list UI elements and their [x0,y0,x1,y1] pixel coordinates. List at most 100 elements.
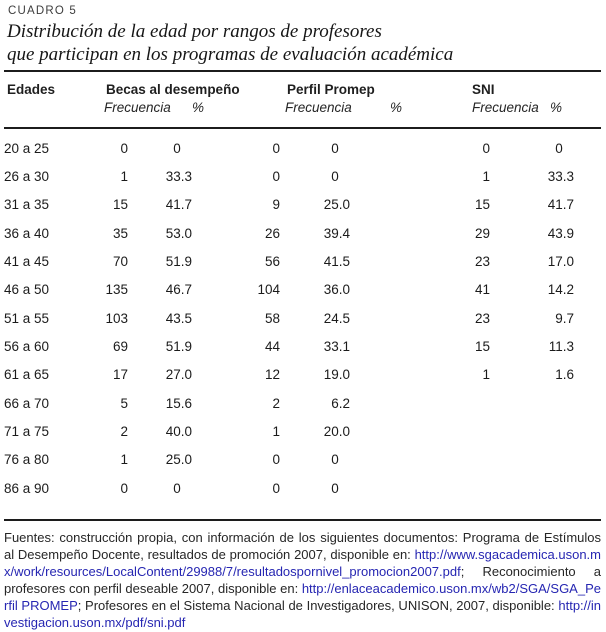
table-title-line2: que participan en los programas de evalu… [7,44,454,65]
link-sgacademica-pdf[interactable]: http://www.sgacademica.uson.mx/work/reso… [4,547,601,580]
cell-sni-frecuencia: 15 [474,339,490,355]
cell-becas-pct: 15.6 [165,395,192,411]
cell-promep-pct: 0 [331,452,350,468]
cell-sni-frecuencia: 29 [474,225,490,241]
table-header: Edades Becas al desempeño Frecuencia % P… [0,72,606,127]
cell-edades: 26 a 30 [4,169,50,185]
cell-sni-frecuencia: 41 [474,282,490,298]
cell-sni-frecuencia: 1 [482,169,490,185]
cell-sni-pct: 0 [555,140,574,156]
sources-text-sni: ; Profesores en el Sistema Nacional de I… [77,598,559,614]
subheader-promep-frecuencia: Frecuencia [285,100,352,115]
table-row: 46 a 50 135 46.7 104 36.0 41 14.2 [4,276,574,304]
link-investigacion-sni-pdf[interactable]: http://investigacion.uson.mx/pdf/sni.pdf [4,598,601,631]
header-rule [4,127,601,129]
table-body: 20 a 25 0 0 0 0 0 0 26 a 30 1 33.3 0 0 1… [4,134,574,502]
cell-sni-pct: 11.3 [548,339,574,355]
cell-sni-pct [490,417,574,445]
cell-edades: 61 a 65 [4,367,50,383]
sources-text-reconocimiento: ; Reconocimiento a profesores con perfil… [4,564,601,597]
table-row: 26 a 30 1 33.3 0 0 1 33.3 [4,162,574,190]
cell-promep-frecuencia: 12 [264,367,280,383]
cell-becas-pct: 51.9 [165,254,192,270]
cell-sni-pct: 14.2 [547,282,574,298]
cell-becas-frecuencia: 17 [112,367,128,383]
cell-promep-pct: 39.4 [323,225,350,241]
cell-edades: 20 a 25 [4,140,50,156]
table-row: 56 a 60 69 51.9 44 33.1 15 11.3 [4,332,574,360]
cell-promep-pct: 33.1 [323,339,350,355]
cell-edades: 86 a 90 [4,480,50,496]
table-title-line1: Distribución de la edad por rangos de pr… [7,21,382,42]
group-header-becas: Becas al desempeño [106,82,240,97]
cell-promep-pct: 20.0 [323,424,350,440]
subheader-sni-frecuencia: Frecuencia [472,100,539,115]
cell-edades: 76 a 80 [4,452,50,468]
cell-becas-pct: 0 [173,480,192,496]
cell-becas-pct: 40.0 [165,424,192,440]
cell-sni-frecuencia [350,389,490,417]
cell-becas-pct: 53.0 [165,225,192,241]
top-rule [4,70,601,72]
cell-sni-frecuencia [350,417,490,445]
cell-promep-pct: 6.2 [331,395,350,411]
table-row: 31 a 35 15 41.7 9 25.0 15 41.7 [4,191,574,219]
col-header-edades: Edades [7,82,56,97]
link-promep[interactable]: PROMEP [21,598,78,614]
cell-becas-pct: 27.0 [165,367,192,383]
cell-promep-frecuencia: 1 [272,424,280,440]
cell-becas-pct: 41.7 [165,197,192,213]
table-row: 51 a 55 103 43.5 58 24.5 23 9.7 [4,304,574,332]
cell-becas-frecuencia: 70 [112,254,128,270]
cell-becas-pct: 33.3 [165,169,192,185]
cell-sni-frecuencia [350,474,490,502]
cell-sni-frecuencia: 1 [482,367,490,383]
cell-becas-frecuencia: 103 [105,310,128,326]
cell-promep-pct: 41.5 [323,254,350,270]
cell-becas-frecuencia: 135 [105,282,128,298]
cell-sni-pct [490,474,574,502]
cell-becas-pct: 0 [173,140,192,156]
cell-promep-pct: 25.0 [323,197,350,213]
table-row: 71 a 75 2 40.0 1 20.0 [4,417,574,445]
link-enlaceacademico[interactable]: http://enlaceacademico.uson.mx/wb2/SGA/S… [4,581,601,614]
table-row: 76 a 80 1 25.0 0 0 [4,446,574,474]
cell-promep-pct: 0 [331,169,350,185]
subheader-becas-frecuencia: Frecuencia [104,100,171,115]
cell-becas-frecuencia: 69 [112,339,128,355]
cell-becas-pct: 51.9 [165,339,192,355]
data-table: 20 a 25 0 0 0 0 0 0 26 a 30 1 33.3 0 0 1… [4,134,574,502]
subheader-becas-pct: % [192,100,205,115]
cell-promep-frecuencia: 0 [272,169,280,185]
sources-text-intro: Fuentes: construcción propia, con inform… [4,530,601,563]
cell-edades: 66 a 70 [4,395,50,411]
cell-sni-pct: 1.6 [555,367,574,383]
cell-promep-frecuencia: 0 [272,480,280,496]
cell-promep-frecuencia: 26 [264,225,280,241]
cell-becas-pct: 25.0 [165,452,192,468]
cell-promep-frecuencia: 0 [272,140,280,156]
cell-becas-frecuencia: 1 [120,169,128,185]
cell-becas-frecuencia: 35 [112,225,128,241]
cell-sni-pct: 9.7 [555,310,574,326]
group-header-promep: Perfil Promep [287,82,375,97]
cell-edades: 56 a 60 [4,339,50,355]
cell-becas-pct: 46.7 [165,282,192,298]
cell-becas-frecuencia: 0 [120,480,128,496]
cell-promep-frecuencia: 44 [264,339,280,355]
table-row: 66 a 70 5 15.6 2 6.2 [4,389,574,417]
cell-sni-pct: 17.0 [547,254,574,270]
table-kicker: CUADRO 5 [8,5,78,17]
subheader-promep-pct: % [390,100,403,115]
cell-becas-frecuencia: 2 [120,424,128,440]
subheader-sni-pct: % [550,100,563,115]
cell-becas-frecuencia: 5 [120,395,128,411]
cell-edades: 31 a 35 [4,197,50,213]
table-row: 20 a 25 0 0 0 0 0 0 [4,134,574,162]
cell-becas-frecuencia: 1 [120,452,128,468]
cell-edades: 51 a 55 [4,310,50,326]
cell-promep-pct: 0 [331,480,350,496]
footer-rule [4,519,601,522]
cell-sni-frecuencia: 23 [474,254,490,270]
